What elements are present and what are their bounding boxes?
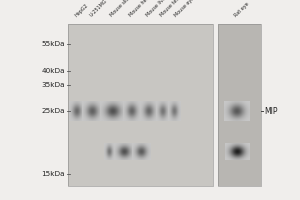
Text: U-251MG: U-251MG — [89, 0, 108, 18]
Text: Rat eye: Rat eye — [233, 1, 250, 18]
Text: 55kDa: 55kDa — [42, 41, 65, 47]
Text: 35kDa: 35kDa — [42, 82, 65, 88]
Text: Mouse testis: Mouse testis — [159, 0, 184, 18]
Text: 40kDa: 40kDa — [42, 68, 65, 74]
Bar — [218, 24, 261, 186]
Text: Mouse liver: Mouse liver — [145, 0, 168, 18]
Text: 15kDa: 15kDa — [42, 171, 65, 177]
Bar — [213, 24, 218, 186]
Text: Mouse heart: Mouse heart — [128, 0, 153, 18]
Text: MIP: MIP — [264, 106, 278, 116]
Text: Mouse eye: Mouse eye — [173, 0, 196, 18]
Text: 25kDa: 25kDa — [42, 108, 65, 114]
Text: HepG2: HepG2 — [74, 3, 89, 18]
Text: Mouse skeletal muscle: Mouse skeletal muscle — [109, 0, 152, 18]
Bar — [218, 24, 261, 186]
Bar — [68, 24, 213, 186]
Bar — [68, 24, 213, 186]
